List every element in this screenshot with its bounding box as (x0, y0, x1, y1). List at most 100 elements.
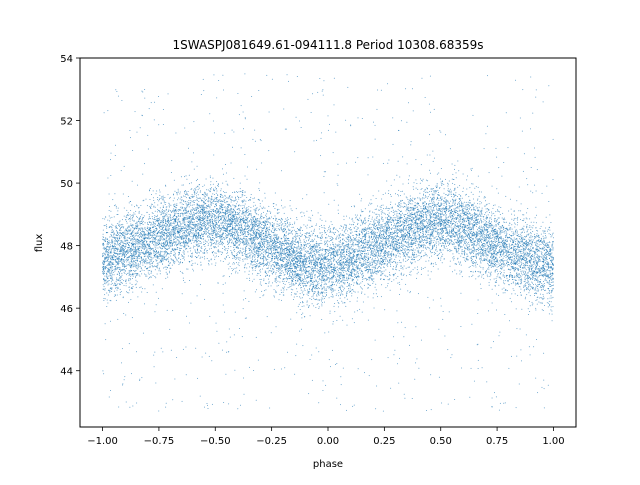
data-point (174, 206, 176, 208)
data-point (486, 236, 488, 238)
data-point (220, 241, 222, 243)
data-point (503, 266, 505, 268)
data-point (409, 203, 411, 205)
data-point (495, 219, 497, 221)
data-point (228, 268, 230, 270)
data-point (319, 218, 321, 220)
data-point (128, 273, 130, 275)
data-point (321, 237, 323, 239)
data-point (407, 256, 409, 258)
data-point (422, 219, 424, 221)
data-point (243, 236, 245, 238)
data-point (243, 220, 245, 222)
data-point (374, 234, 376, 236)
data-point (157, 241, 159, 243)
data-point (154, 240, 156, 242)
data-point (221, 196, 223, 198)
data-point (412, 259, 414, 261)
data-point (469, 212, 471, 214)
data-point (361, 229, 363, 231)
data-point (296, 276, 298, 278)
data-point (274, 215, 276, 217)
data-point (391, 217, 393, 219)
data-point (522, 243, 524, 245)
data-point (475, 278, 477, 280)
data-point (234, 248, 236, 250)
data-point (192, 200, 194, 202)
data-point (379, 224, 381, 226)
data-point (209, 222, 211, 224)
data-point (166, 273, 168, 275)
data-point (341, 291, 343, 293)
data-point (318, 271, 320, 273)
data-point (511, 257, 513, 259)
data-point (275, 278, 277, 280)
data-point (275, 217, 277, 219)
data-point (116, 294, 118, 296)
data-point (437, 189, 439, 191)
data-point (533, 275, 535, 276)
data-point (163, 258, 165, 260)
data-point (451, 271, 453, 273)
data-point (184, 232, 186, 234)
data-point (338, 289, 340, 291)
data-point (371, 259, 373, 261)
data-point (239, 210, 241, 212)
data-point (344, 287, 345, 289)
data-point (378, 259, 380, 261)
data-point (351, 240, 353, 242)
data-point (320, 292, 322, 294)
data-point (182, 204, 184, 206)
data-point (151, 263, 153, 265)
data-point (422, 246, 424, 248)
data-point (346, 278, 348, 280)
data-point (202, 216, 204, 218)
data-point (241, 252, 243, 254)
data-point (546, 279, 548, 281)
data-point (316, 304, 318, 306)
data-point (407, 212, 409, 214)
data-point (267, 261, 269, 263)
data-point (328, 258, 330, 260)
data-point (149, 261, 151, 263)
data-point (335, 254, 337, 256)
data-point (551, 288, 553, 290)
data-point (257, 238, 259, 240)
data-point (266, 247, 268, 249)
data-point (363, 260, 365, 262)
data-point (270, 236, 272, 238)
data-point (420, 218, 422, 220)
data-point (430, 188, 432, 190)
data-point (454, 207, 456, 209)
data-point (381, 284, 383, 286)
data-point (105, 281, 107, 283)
data-point (355, 258, 357, 260)
data-point (159, 261, 161, 263)
data-point (299, 296, 301, 298)
data-point (313, 285, 315, 287)
data-point (142, 200, 144, 202)
data-point (227, 243, 229, 245)
data-point (235, 197, 237, 199)
data-point (441, 196, 443, 198)
data-point (459, 218, 461, 220)
data-point (485, 212, 487, 214)
data-point (478, 275, 480, 277)
data-point (410, 261, 412, 263)
data-point (367, 240, 369, 242)
data-point (316, 257, 318, 259)
data-point (552, 268, 554, 270)
data-point (161, 199, 163, 201)
data-point (466, 179, 468, 181)
data-point (384, 241, 386, 243)
data-point (448, 234, 450, 236)
data-point (343, 289, 345, 291)
data-point (326, 275, 328, 277)
data-point (417, 229, 419, 231)
data-point (246, 267, 248, 269)
data-point (530, 190, 532, 192)
data-point (155, 227, 157, 229)
data-point (441, 238, 442, 240)
data-point (271, 235, 273, 237)
data-point (197, 194, 199, 196)
